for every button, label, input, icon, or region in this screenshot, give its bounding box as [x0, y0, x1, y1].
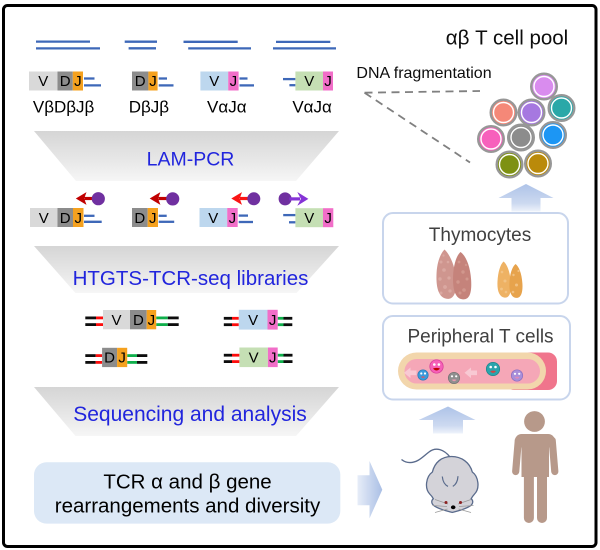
svg-text:D: D: [60, 210, 71, 227]
svg-text:J: J: [324, 210, 332, 227]
svg-text:V: V: [249, 349, 259, 366]
svg-text:J: J: [269, 349, 277, 366]
svg-text:Thymocytes: Thymocytes: [429, 225, 531, 246]
svg-text:V: V: [209, 73, 219, 90]
svg-text:VαJα: VαJα: [207, 97, 247, 116]
svg-text:VαJα: VαJα: [292, 97, 332, 116]
svg-text:J: J: [118, 350, 126, 367]
svg-text:V: V: [208, 210, 218, 227]
svg-text:DβJβ: DβJβ: [129, 97, 170, 116]
svg-text:αβ T cell pool: αβ T cell pool: [446, 27, 568, 50]
svg-text:D: D: [104, 350, 115, 367]
svg-text:Sequencing and analysis: Sequencing and analysis: [73, 403, 307, 426]
svg-text:D: D: [60, 73, 71, 90]
svg-text:D: D: [133, 312, 144, 329]
svg-text:J: J: [324, 73, 332, 90]
svg-text:V: V: [111, 312, 121, 329]
svg-text:V: V: [38, 73, 48, 90]
svg-text:J: J: [149, 210, 157, 227]
svg-text:LAM-PCR: LAM-PCR: [147, 149, 235, 171]
svg-text:DNA fragmentation: DNA fragmentation: [356, 65, 491, 82]
svg-text:V: V: [304, 210, 314, 227]
svg-text:VβDβJβ: VβDβJβ: [33, 97, 95, 116]
svg-text:J: J: [148, 312, 156, 329]
svg-text:J: J: [269, 312, 277, 329]
svg-text:J: J: [229, 210, 237, 227]
svg-text:V: V: [39, 210, 49, 227]
svg-text:Peripheral T cells: Peripheral T cells: [407, 327, 553, 348]
svg-text:HTGTS-TCR-seq libraries: HTGTS-TCR-seq libraries: [73, 267, 309, 290]
svg-text:V: V: [304, 73, 314, 90]
svg-text:J: J: [230, 73, 238, 90]
svg-text:TCR α and β gene: TCR α and β gene: [103, 471, 271, 494]
svg-text:V: V: [248, 312, 258, 329]
svg-text:D: D: [134, 210, 145, 227]
svg-text:J: J: [149, 73, 157, 90]
svg-text:J: J: [74, 73, 82, 90]
svg-text:J: J: [74, 210, 82, 227]
svg-text:rearrangements and diversity: rearrangements and diversity: [55, 494, 321, 517]
svg-text:D: D: [135, 73, 146, 90]
